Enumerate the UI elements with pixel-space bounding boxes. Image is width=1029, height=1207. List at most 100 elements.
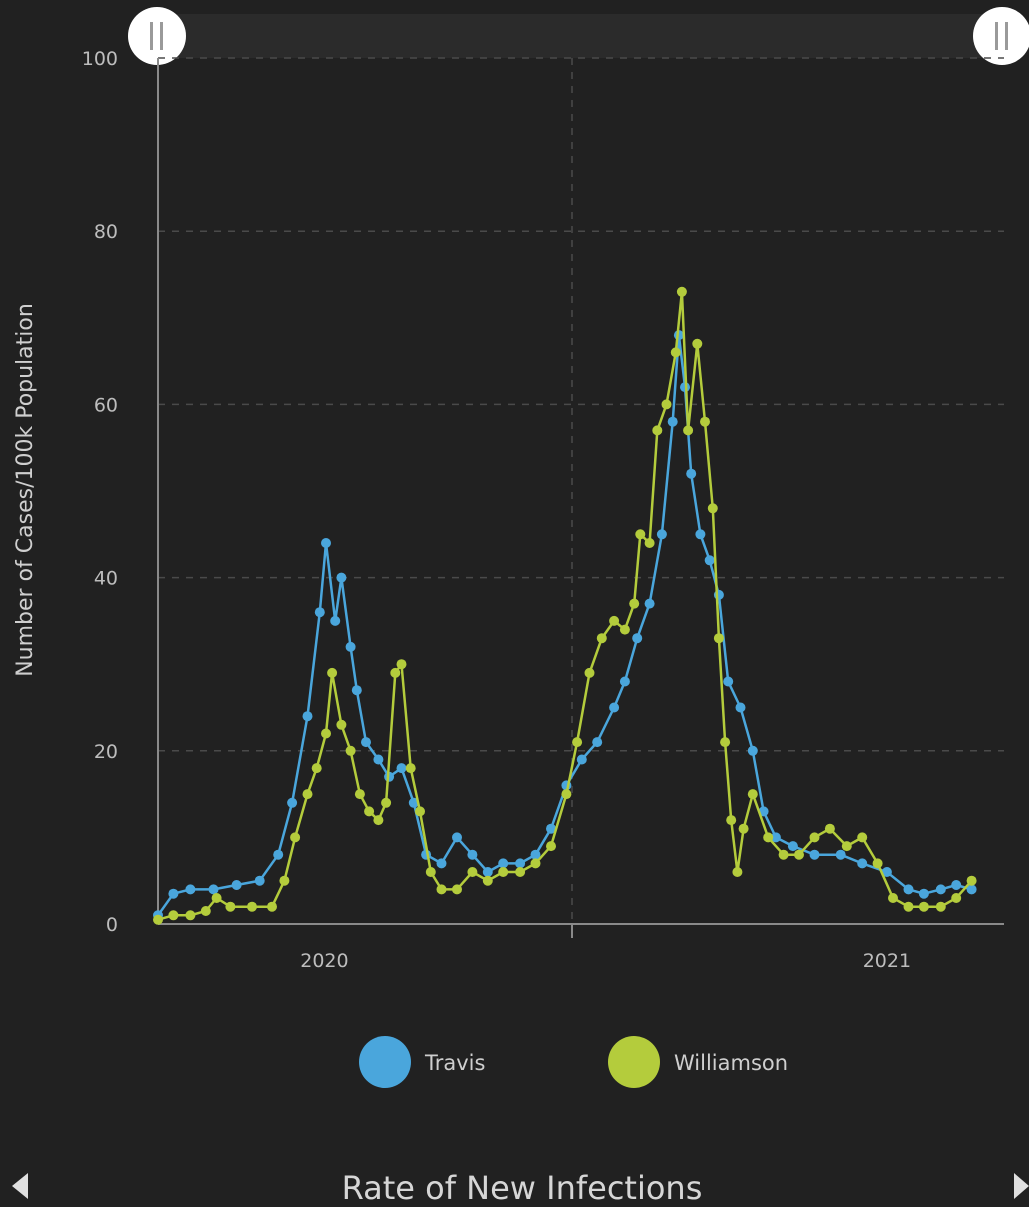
data-point[interactable]	[498, 858, 509, 869]
data-point[interactable]	[381, 797, 392, 808]
data-point[interactable]	[619, 624, 630, 635]
data-point[interactable]	[530, 849, 541, 860]
data-point[interactable]	[652, 425, 663, 436]
data-point[interactable]	[515, 867, 526, 877]
data-point[interactable]	[185, 884, 196, 895]
data-point[interactable]	[168, 910, 179, 921]
data-point[interactable]	[903, 884, 914, 895]
data-point[interactable]	[720, 737, 731, 748]
data-point[interactable]	[452, 884, 462, 895]
data-point[interactable]	[321, 728, 331, 739]
data-point[interactable]	[903, 901, 914, 912]
data-point[interactable]	[576, 754, 587, 765]
data-point[interactable]	[345, 641, 356, 652]
data-point[interactable]	[632, 633, 643, 644]
data-point[interactable]	[327, 667, 338, 678]
data-point[interactable]	[436, 858, 447, 869]
data-point[interactable]	[935, 901, 946, 912]
data-point[interactable]	[596, 633, 607, 644]
data-point[interactable]	[546, 823, 556, 834]
data-point[interactable]	[498, 867, 509, 877]
data-point[interactable]	[676, 286, 687, 297]
legend-item-williamson[interactable]: Williamson	[608, 1036, 788, 1088]
data-point[interactable]	[794, 849, 804, 860]
data-point[interactable]	[644, 538, 655, 548]
data-point[interactable]	[692, 338, 703, 349]
data-point[interactable]	[396, 659, 407, 670]
data-point[interactable]	[321, 538, 331, 548]
range-selector-track[interactable]	[155, 14, 1005, 58]
data-point[interactable]	[467, 867, 478, 877]
range-end-handle[interactable]	[973, 7, 1029, 65]
data-point[interactable]	[935, 884, 946, 895]
data-point[interactable]	[966, 884, 977, 895]
data-point[interactable]	[857, 858, 868, 869]
data-point[interactable]	[153, 914, 163, 925]
data-point[interactable]	[857, 832, 868, 843]
data-point[interactable]	[436, 884, 447, 895]
data-point[interactable]	[267, 901, 277, 912]
data-point[interactable]	[841, 841, 852, 852]
data-point[interactable]	[530, 858, 541, 869]
data-point[interactable]	[713, 633, 724, 644]
data-point[interactable]	[515, 858, 526, 869]
data-point[interactable]	[254, 875, 265, 886]
data-point[interactable]	[290, 832, 301, 843]
data-point[interactable]	[881, 867, 892, 877]
data-point[interactable]	[373, 754, 384, 765]
data-point[interactable]	[629, 598, 640, 609]
data-point[interactable]	[704, 555, 715, 566]
data-point[interactable]	[200, 906, 211, 916]
data-point[interactable]	[747, 789, 758, 800]
data-point[interactable]	[667, 416, 678, 427]
data-point[interactable]	[700, 416, 710, 427]
data-point[interactable]	[888, 893, 898, 903]
data-point[interactable]	[302, 711, 313, 722]
data-point[interactable]	[732, 867, 743, 877]
data-point[interactable]	[872, 858, 883, 869]
data-point[interactable]	[770, 832, 781, 843]
data-point[interactable]	[168, 888, 179, 899]
data-point[interactable]	[683, 425, 694, 436]
data-point[interactable]	[787, 841, 798, 852]
data-point[interactable]	[211, 893, 222, 903]
data-point[interactable]	[686, 468, 697, 479]
data-point[interactable]	[287, 797, 298, 808]
data-point[interactable]	[747, 745, 758, 756]
data-point[interactable]	[656, 529, 667, 540]
data-point[interactable]	[354, 789, 365, 800]
data-point[interactable]	[763, 832, 774, 843]
data-point[interactable]	[619, 676, 630, 687]
data-point[interactable]	[726, 815, 737, 826]
data-point[interactable]	[695, 529, 706, 540]
data-point[interactable]	[918, 888, 929, 899]
data-point[interactable]	[809, 849, 820, 860]
data-point[interactable]	[314, 607, 325, 618]
data-point[interactable]	[330, 615, 341, 626]
data-point[interactable]	[345, 745, 356, 756]
data-point[interactable]	[609, 615, 620, 626]
data-point[interactable]	[835, 849, 846, 860]
data-point[interactable]	[336, 719, 347, 730]
data-point[interactable]	[336, 572, 347, 583]
data-point[interactable]	[738, 823, 749, 834]
data-point[interactable]	[185, 910, 196, 921]
data-point[interactable]	[966, 875, 977, 886]
data-point[interactable]	[572, 737, 583, 748]
data-point[interactable]	[302, 789, 313, 800]
data-point[interactable]	[390, 667, 401, 678]
data-point[interactable]	[951, 880, 962, 890]
data-point[interactable]	[809, 832, 820, 843]
data-point[interactable]	[231, 880, 242, 890]
data-point[interactable]	[609, 702, 620, 713]
legend-item-travis[interactable]: Travis	[359, 1036, 485, 1088]
data-point[interactable]	[951, 893, 962, 903]
data-point[interactable]	[670, 347, 681, 358]
data-point[interactable]	[661, 399, 672, 410]
triangle-left-icon[interactable]	[12, 1173, 28, 1199]
data-point[interactable]	[415, 806, 425, 817]
data-point[interactable]	[408, 797, 419, 808]
data-point[interactable]	[592, 737, 603, 748]
data-point[interactable]	[208, 884, 219, 895]
data-point[interactable]	[561, 789, 572, 800]
